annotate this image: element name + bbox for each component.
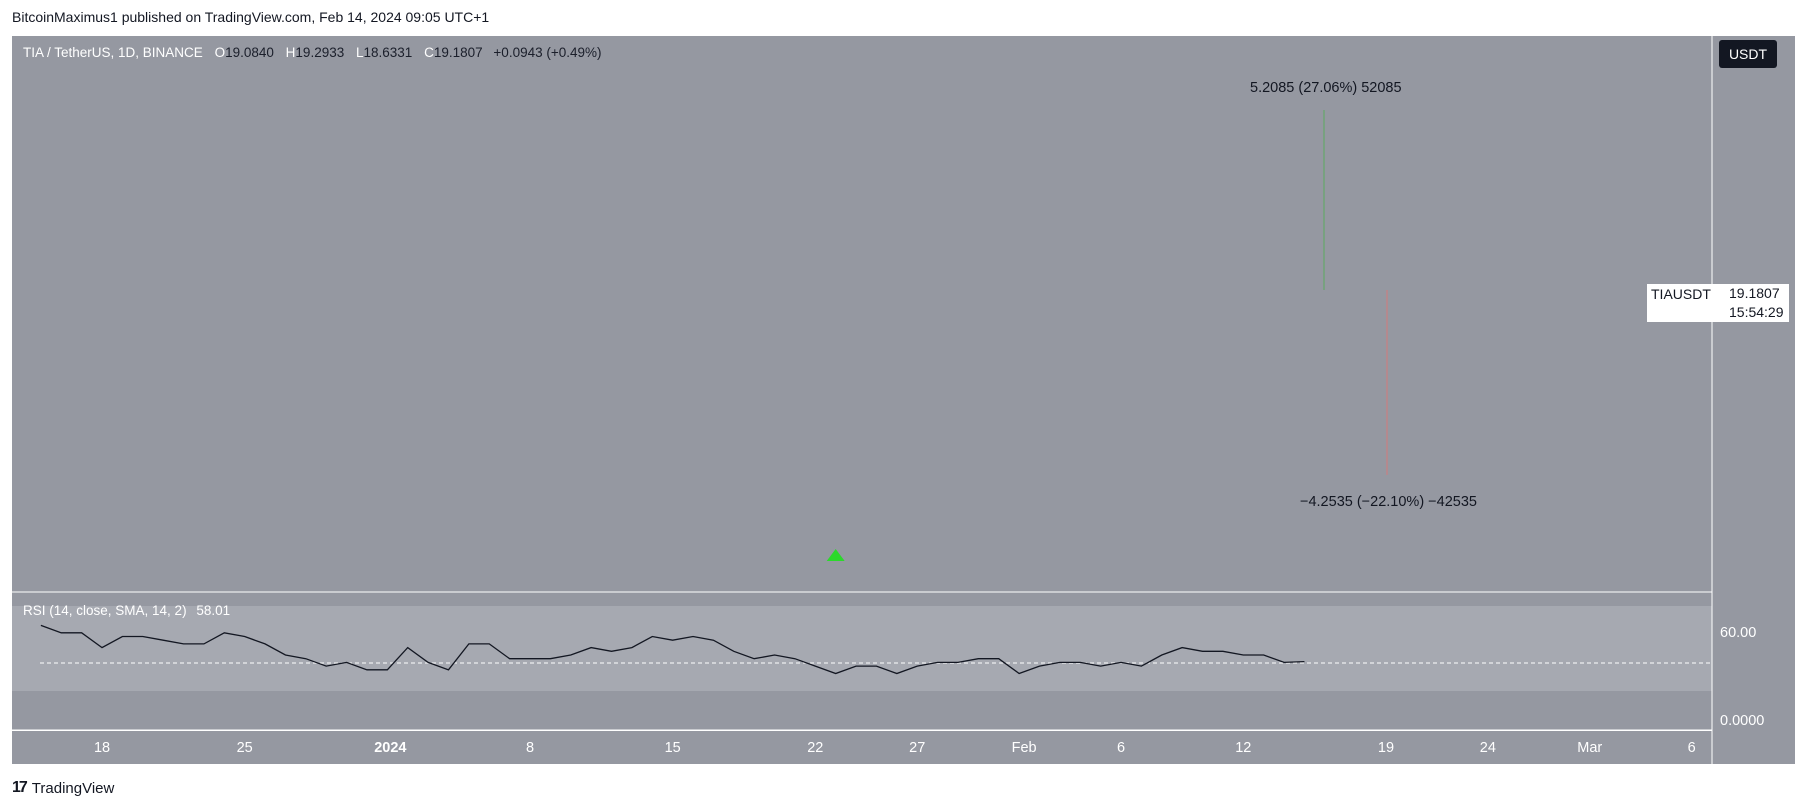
rsi-value: 58.01: [196, 603, 231, 618]
ohlc-legend: TIA / TetherUS, 1D, BINANCE O19.0840 H19…: [23, 45, 602, 60]
price-tag-price: 19.1807: [1729, 285, 1780, 301]
open-label: O: [214, 45, 226, 60]
rsi-tick-60: 60.00: [1720, 625, 1756, 641]
measure-up-label: 5.2085 (27.06%) 52085: [1250, 80, 1402, 96]
footer-brand[interactable]: TradingView: [31, 779, 115, 797]
time-tick: 12: [1235, 740, 1251, 756]
price-axis-bg: [1712, 36, 1795, 764]
time-tick: 19: [1378, 740, 1394, 756]
time-tick: 27: [909, 740, 925, 756]
time-axis-bg: [12, 731, 1712, 764]
high-label: H: [285, 45, 296, 60]
low-value: 18.6331: [363, 45, 413, 60]
time-axis-ticks: 18 25 2024 8 15 22 27 Feb 6 12 19 24 Mar 6: [94, 740, 1696, 756]
low-label: L: [356, 45, 364, 60]
time-tick: 18: [94, 740, 110, 756]
candles-layer: [826, 549, 845, 561]
change-value: +0.0943 (+0.49%): [493, 45, 602, 60]
time-tick: 22: [807, 740, 823, 756]
buy-signal-triangle-icon: [826, 549, 845, 561]
rsi-line: [40, 624, 1305, 675]
high-value: 19.2933: [295, 45, 345, 60]
rsi-layer: [40, 624, 1305, 675]
time-tick: 25: [237, 740, 253, 756]
tradingview-logo-icon: 17: [12, 779, 28, 796]
time-tick: Mar: [1577, 740, 1602, 756]
currency-unit-button[interactable]: USDT: [1719, 40, 1777, 68]
price-pane-bg: [12, 36, 1712, 592]
price-tag-symbol: TIAUSDT: [1651, 286, 1711, 302]
time-tick: 8: [526, 740, 534, 756]
time-tick: 2024: [374, 740, 406, 756]
time-tick: 6: [1688, 740, 1696, 756]
close-label: C: [424, 45, 434, 60]
time-tick: Feb: [1012, 740, 1037, 756]
footer: 17 TradingView: [12, 779, 114, 797]
open-value: 19.0840: [225, 45, 274, 60]
time-tick: 6: [1117, 740, 1125, 756]
price-tag-countdown: 15:54:29: [1729, 304, 1784, 320]
rsi-band: [12, 606, 1712, 691]
measure-layer: [1323, 110, 1388, 475]
close-value: 19.1807: [433, 45, 483, 60]
time-tick: 24: [1480, 740, 1496, 756]
time-tick: 15: [665, 740, 681, 756]
rsi-label: RSI (14, close, SMA, 14, 2): [23, 603, 187, 618]
rsi-legend: RSI (14, close, SMA, 14, 2) 58.01: [23, 603, 230, 618]
rsi-tick-0: 0.0000: [1720, 713, 1764, 729]
measure-down-label: −4.2535 (−22.10%) −42535: [1300, 494, 1477, 510]
last-price-tag: TIAUSDT 19.1807 15:54:29: [1647, 284, 1789, 322]
publisher-header: BitcoinMaximus1 published on TradingView…: [12, 9, 490, 25]
pair-label: TIA / TetherUS, 1D, BINANCE: [23, 45, 203, 60]
